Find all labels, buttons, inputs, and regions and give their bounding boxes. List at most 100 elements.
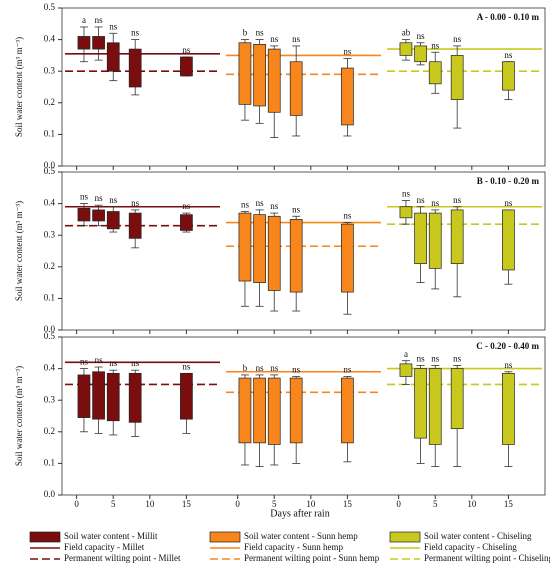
x-tick-label: 5	[111, 499, 116, 509]
legend-label: Permanent wilting point - Chiseling	[424, 553, 550, 563]
box	[502, 372, 515, 445]
box	[414, 212, 427, 264]
significance-label: b	[243, 28, 248, 38]
y-tick-label: 0.4	[44, 363, 56, 373]
significance-label: ns	[80, 357, 89, 367]
significance-label: ns	[417, 31, 426, 41]
box	[106, 42, 120, 72]
panel-frame	[61, 171, 546, 331]
x-tick-label: 10	[306, 499, 316, 509]
box	[106, 211, 120, 230]
significance-label: ns	[256, 363, 265, 373]
significance-label: ns	[109, 358, 118, 368]
box	[128, 48, 142, 88]
significance-label: ns	[504, 360, 513, 370]
significance-label: ns	[417, 195, 426, 205]
panel-frame	[61, 336, 546, 496]
panel-frame	[61, 7, 546, 167]
y-tick-label: 0.3	[44, 65, 56, 75]
box	[502, 61, 515, 91]
box	[341, 67, 354, 126]
significance-label: ab	[402, 28, 411, 38]
box	[502, 209, 515, 271]
box	[450, 368, 464, 429]
y-tick-label: 0.5	[44, 331, 56, 341]
box	[238, 212, 252, 282]
y-tick-label: 0.3	[44, 394, 56, 404]
significance-label: a	[404, 349, 408, 359]
x-tick-label: 15	[343, 499, 353, 509]
box	[92, 36, 105, 50]
legend-label: Soil water content - Sunn hemp	[244, 531, 358, 541]
box	[289, 219, 303, 293]
significance-label: ns	[80, 192, 89, 202]
significance-label: ns	[453, 34, 462, 44]
box	[450, 55, 464, 100]
significance-label: ns	[241, 200, 250, 210]
x-tick-label: 15	[182, 499, 192, 509]
y-tick-label: 0.0	[44, 160, 56, 170]
y-tick-label: 0.3	[44, 229, 56, 239]
box	[180, 372, 193, 420]
significance-label: ns	[270, 363, 279, 373]
significance-label: ns	[292, 34, 301, 44]
significance-label: ns	[431, 40, 440, 50]
y-tick-label: 0.1	[44, 457, 55, 467]
box	[414, 45, 427, 63]
legend-label: Field capacity - Millet	[64, 542, 145, 552]
significance-label: ns	[95, 193, 104, 203]
box	[267, 377, 281, 445]
y-tick-label: 0.2	[44, 261, 55, 271]
y-tick-label: 0.0	[44, 324, 56, 334]
box	[253, 214, 266, 283]
box	[399, 363, 413, 377]
y-tick-label: 0.1	[44, 292, 55, 302]
box	[77, 207, 91, 222]
box	[428, 212, 442, 269]
box	[77, 36, 91, 50]
x-tick-label: 0	[235, 499, 240, 509]
y-axis-label: Soil water content (m³ m⁻³)	[14, 201, 24, 301]
x-tick-label: 0	[396, 499, 401, 509]
x-tick-label: 15	[504, 499, 514, 509]
box	[399, 42, 413, 56]
box	[253, 43, 266, 107]
significance-label: a	[82, 15, 86, 25]
box	[92, 209, 105, 222]
box	[341, 223, 354, 293]
legend-label: Field capacity - Sunn hemp	[244, 542, 343, 552]
significance-label: ns	[453, 354, 462, 364]
x-tick-label: 10	[467, 499, 477, 509]
significance-label: ns	[95, 355, 104, 365]
box	[180, 56, 193, 77]
box	[428, 61, 442, 85]
panel-title: C - 0.20 - 0.40 m	[476, 341, 539, 351]
significance-label: b	[243, 363, 248, 373]
legend-label: Soil water content - Millit	[64, 531, 158, 541]
box	[128, 212, 142, 239]
box	[289, 377, 303, 444]
significance-label: ns	[182, 201, 191, 211]
x-tick-label: 5	[272, 499, 277, 509]
legend-swatch	[209, 531, 241, 543]
significance-label: ns	[417, 354, 426, 364]
y-tick-label: 0.5	[44, 2, 56, 12]
legend-label: Soil water content - Chiseling	[424, 531, 532, 541]
box	[92, 371, 105, 420]
box	[253, 377, 266, 444]
box	[238, 377, 252, 444]
box	[106, 372, 120, 422]
y-tick-label: 0.2	[44, 426, 55, 436]
significance-label: ns	[343, 365, 352, 375]
significance-label: ns	[292, 365, 301, 375]
y-tick-label: 0.4	[44, 34, 56, 44]
y-tick-label: 0.2	[44, 97, 55, 107]
panel-title: A - 0.00 - 0.10 m	[477, 12, 540, 22]
legend-label: Permanent wilting point - Sunn hemp	[244, 553, 380, 563]
box	[238, 42, 252, 105]
significance-label: ns	[109, 21, 118, 31]
y-axis-label: Soil water content (m³ m⁻³)	[14, 366, 24, 466]
panel-title: B - 0.10 - 0.20 m	[477, 176, 540, 186]
significance-label: ns	[182, 45, 191, 55]
